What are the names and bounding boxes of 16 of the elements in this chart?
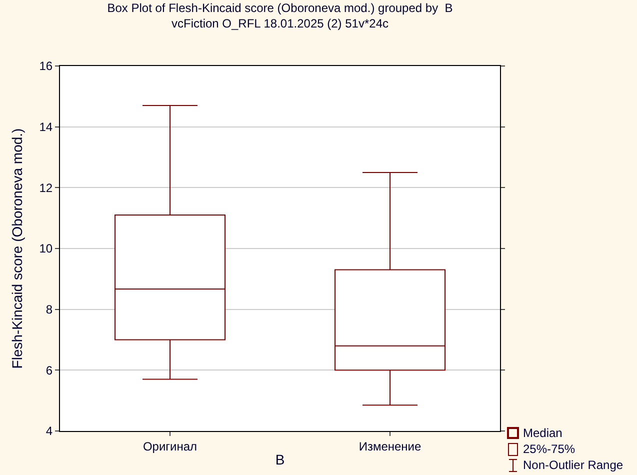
y-tick-label: 6 xyxy=(46,363,53,378)
y-tick-label: 4 xyxy=(46,424,53,438)
y-tick-label: 8 xyxy=(46,302,53,317)
text: Non-Outlier Range xyxy=(523,457,624,473)
x-tick-label: Оригинал xyxy=(142,439,198,454)
y-tick-label: 16 xyxy=(39,59,53,74)
y-axis-title: Flesh-Kincaid score (Oboroneva mod.) xyxy=(9,128,25,369)
y-tick-label: 14 xyxy=(39,120,53,134)
y-tick-label: 12 xyxy=(39,180,53,195)
chart-subtitle: vcFiction O_RFL 18.01.2025 (2) 51v*24c xyxy=(171,16,389,30)
x-axis-title: B xyxy=(275,452,285,468)
chart-title: Box Plot of Flesh-Kincaid score (Oboroneva mod.) grouped by B xyxy=(107,0,453,15)
text: 25%-75% xyxy=(523,441,576,457)
text: Median xyxy=(523,425,562,441)
y-tick-label: 10 xyxy=(39,242,53,256)
x-tick-label: Изменение xyxy=(358,439,422,454)
